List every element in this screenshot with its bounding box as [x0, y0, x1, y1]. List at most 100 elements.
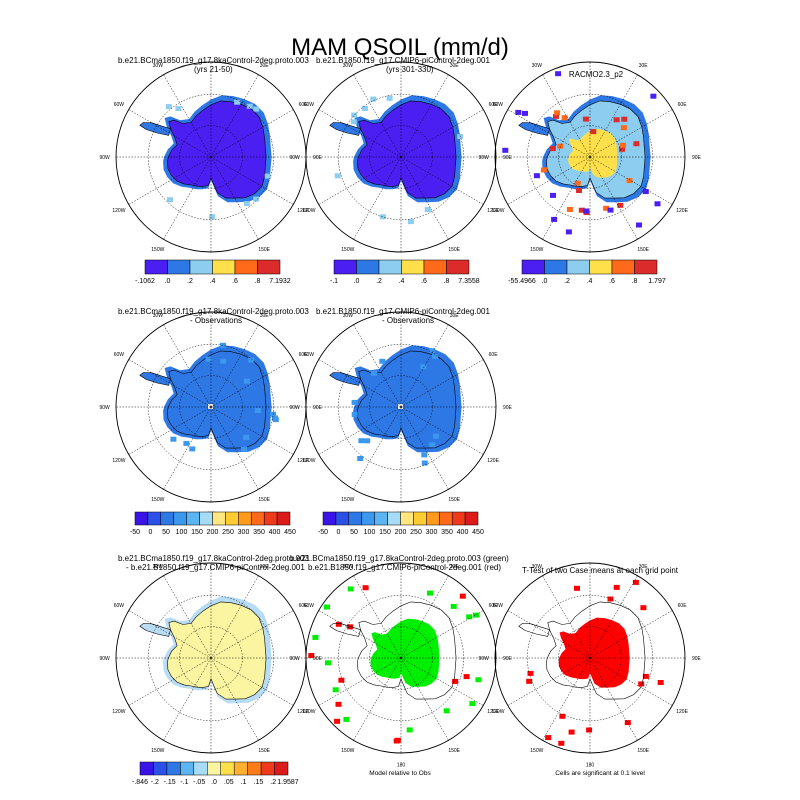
panel-6-title-line-1: b.e21.BCma1850.f19_g17.8kaControl-2deg.p… [118, 554, 309, 563]
panel-2-title: b.e21.B1850.f19_g17.CMIP6-piControl-2deg… [316, 56, 490, 74]
panel-2-title-line-1: b.e21.B1850.f19_g17.CMIP6-piControl-2deg… [316, 56, 490, 65]
colorbar-label: .0 [211, 779, 217, 786]
meridian-line [353, 324, 402, 408]
colorbar-label: 150 [379, 529, 391, 536]
blue-cell [351, 399, 358, 405]
meridian-line [318, 359, 402, 408]
panel-4-title: b.e21.BCma1850.f19_g17.8kaControl-2deg.p… [118, 307, 309, 325]
panel-7-title: b.e21.BCma1850.f19_g17.8kaControl-2deg.p… [290, 554, 509, 572]
meridian-line [128, 406, 212, 455]
colorbar-label: 300 [238, 529, 250, 536]
red-cell [362, 585, 369, 591]
longitude-label: 90E [692, 656, 702, 662]
colorbar-3: -55.4966 .0 .2 .4 .6 .8 1.797 [508, 259, 666, 285]
blue-cell [205, 356, 212, 362]
red-cell [553, 113, 559, 119]
colorbar-label: .2 [187, 278, 193, 285]
significant-cell [657, 680, 664, 685]
deep-blue-cell [533, 173, 540, 179]
panel-3-title-line-1: RACMO2.3_p2 [568, 70, 624, 79]
significant-cell [568, 729, 575, 735]
red-cell [335, 701, 342, 707]
longitude-label: 60E [299, 603, 309, 609]
significant-cells [558, 617, 630, 688]
blue-cell [248, 357, 255, 363]
longitude-label: 30E [639, 63, 649, 69]
meridian-line [400, 610, 484, 659]
longitude-label: 150W [151, 497, 164, 503]
meridian-line [163, 406, 212, 490]
colorbar-swatch [153, 761, 168, 776]
colorbar-label: .15 [254, 779, 264, 786]
deep-blue-cell [650, 93, 657, 99]
longitude-label: 90W [289, 405, 300, 411]
significant-cell [545, 735, 552, 741]
colorbar-swatch [374, 511, 388, 526]
colorbar-swatch [238, 511, 252, 526]
red-cell [463, 674, 470, 680]
colorbar-swatch [251, 511, 265, 526]
colorbar-swatch [413, 511, 427, 526]
colorbar-swatch [589, 259, 613, 275]
orange-cell [541, 167, 547, 173]
colorbar-label: .6 [421, 278, 427, 285]
longitude-label: 60W [114, 603, 125, 609]
meridian-line [128, 109, 212, 158]
orange-cell [554, 110, 561, 116]
longitude-label: 150W [341, 497, 354, 503]
panel-2-title-line-2: (yrs 301-330) [386, 65, 434, 74]
panel-5-title-line-1: b.e21.B1850.f19_g17.CMIP6-piControl-2deg… [316, 307, 490, 316]
deep-blue-cell [654, 201, 661, 207]
meridian-line [163, 156, 212, 240]
green-cells [370, 618, 440, 687]
longitude-label: 30W [532, 63, 543, 69]
colorbar-1: -.1062 .0 .2 .4 .6 .8 7.1932 [135, 259, 291, 285]
meridian-line [589, 74, 638, 158]
blue-cell [420, 364, 427, 370]
green-cell [324, 604, 330, 610]
coastline-peninsula [139, 122, 171, 136]
meridian-line [210, 156, 294, 205]
latitude-circle [558, 125, 622, 189]
panel-1-title-line-1: b.e21.BCma1850.f19_g17.8kaControl-2deg.p… [118, 56, 309, 65]
panel-3-title: RACMO2.3_p2 [516, 70, 676, 79]
green-cell [427, 590, 433, 596]
latitude-circle [338, 94, 464, 220]
red-cell [582, 116, 589, 122]
blue-cell [371, 370, 377, 376]
longitude-label: 120W [302, 458, 315, 464]
longitude-label: 90E [503, 656, 513, 662]
colorbar-label: 1.797 [648, 278, 666, 285]
meridian-line [318, 406, 402, 455]
meridian-line [507, 156, 591, 205]
latitude-circle [179, 125, 243, 189]
meridian-line [542, 74, 591, 158]
panel-8-title-line-1: T-Test of two Case means at each grid po… [521, 566, 679, 575]
colorbar-swatch [274, 761, 289, 776]
longitude-label: 60E [489, 603, 499, 609]
colorbar-swatch [260, 761, 275, 776]
colorbar-swatch [247, 761, 262, 776]
red-cell [633, 141, 640, 147]
latitude-circle [148, 344, 274, 470]
meridian-line [318, 156, 402, 205]
longitude-label: 150E [258, 497, 270, 503]
longitude-label: 90W [478, 656, 489, 662]
longitude-label: 30E [639, 564, 649, 570]
longitude-label: 150E [258, 247, 270, 253]
significant-cell [526, 678, 533, 684]
latitude-circle [527, 595, 653, 721]
light-blue-cell [386, 95, 393, 101]
colorbar-label: .0 [542, 278, 548, 285]
meridian-line [210, 575, 259, 659]
longitude-label: 120E [297, 709, 309, 715]
significant-cell [640, 605, 647, 611]
longitude-label: 30W [153, 564, 164, 570]
longitude-label: 120E [487, 709, 499, 715]
colorbar-swatch [257, 259, 281, 275]
longitude-label: 120W [112, 208, 125, 214]
meridian-line [507, 610, 591, 659]
